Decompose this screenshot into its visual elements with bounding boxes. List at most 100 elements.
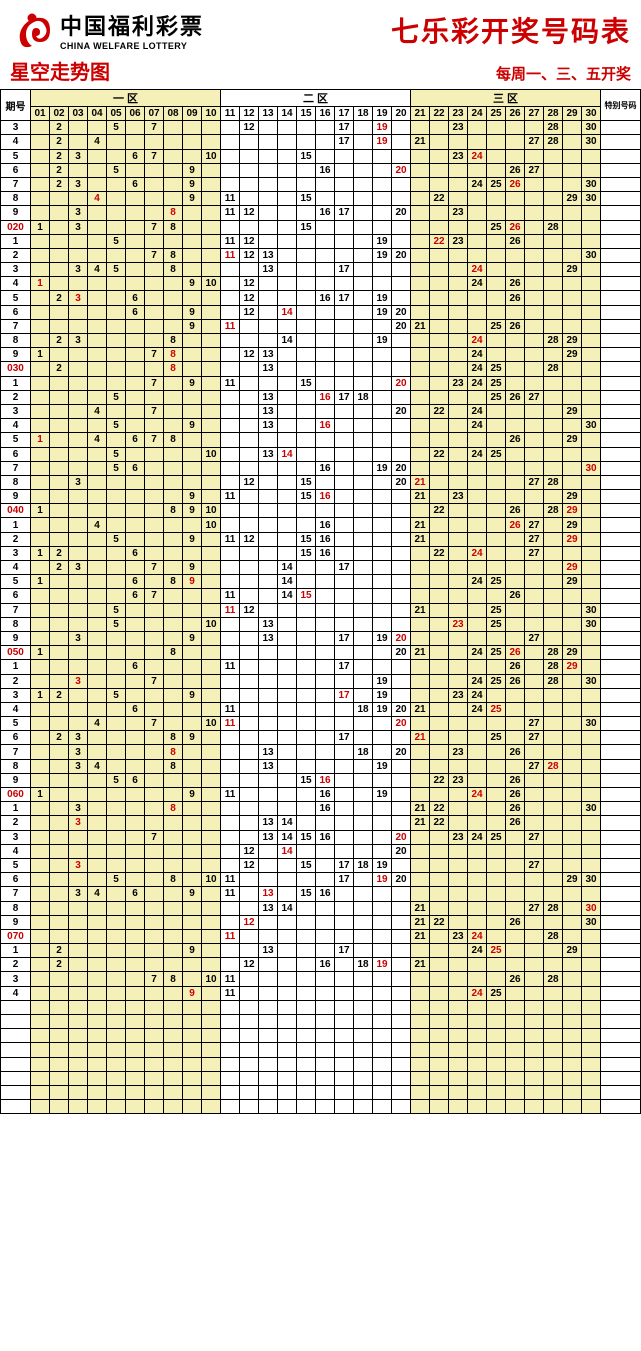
cell-21 bbox=[411, 788, 430, 802]
cell-12 bbox=[240, 788, 259, 802]
cell-4 bbox=[88, 1029, 107, 1043]
cell-6 bbox=[126, 1085, 145, 1099]
cell-17 bbox=[335, 419, 354, 433]
cell-23 bbox=[449, 177, 468, 191]
cell-12 bbox=[240, 334, 259, 348]
cell-8 bbox=[164, 277, 183, 291]
cell-26 bbox=[506, 929, 525, 943]
cell-6 bbox=[126, 234, 145, 248]
cell-1 bbox=[31, 958, 50, 972]
cell-18 bbox=[354, 404, 373, 418]
table-row: 2513161718252627 bbox=[1, 390, 641, 404]
cell-4 bbox=[88, 362, 107, 376]
cell-16: 16 bbox=[316, 291, 335, 305]
cell-9: 9 bbox=[183, 177, 202, 191]
cell-23 bbox=[449, 291, 468, 305]
period-cell: 3 bbox=[1, 263, 31, 277]
cell-30 bbox=[582, 929, 601, 943]
cell-13 bbox=[259, 972, 278, 986]
cell-16 bbox=[316, 688, 335, 702]
table-row: 8131421272830 bbox=[1, 901, 641, 915]
cell-21 bbox=[411, 234, 430, 248]
cell-13 bbox=[259, 858, 278, 872]
cell-9: 9 bbox=[183, 277, 202, 291]
cell-26 bbox=[506, 192, 525, 206]
period-cell bbox=[1, 1085, 31, 1099]
cell-30 bbox=[582, 305, 601, 319]
cell-23 bbox=[449, 901, 468, 915]
cell-27 bbox=[525, 490, 544, 504]
cell-23 bbox=[449, 390, 468, 404]
cell-1 bbox=[31, 1029, 50, 1043]
table-row: 65810111719202930 bbox=[1, 873, 641, 887]
cell-5 bbox=[107, 944, 126, 958]
cell-29: 29 bbox=[563, 348, 582, 362]
cell-11: 11 bbox=[221, 234, 240, 248]
cell-17 bbox=[335, 844, 354, 858]
cell-28 bbox=[544, 702, 563, 716]
cell-22 bbox=[430, 688, 449, 702]
cell-6 bbox=[126, 319, 145, 333]
cell-27 bbox=[525, 177, 544, 191]
cell-14 bbox=[278, 759, 297, 773]
cell-10 bbox=[202, 362, 221, 376]
cell-13 bbox=[259, 121, 278, 135]
cell-11 bbox=[221, 1057, 240, 1071]
cell-6 bbox=[126, 419, 145, 433]
cell-21 bbox=[411, 305, 430, 319]
cell-29: 29 bbox=[563, 192, 582, 206]
cell-29 bbox=[563, 631, 582, 645]
period-cell bbox=[1, 1015, 31, 1029]
cell-28 bbox=[544, 802, 563, 816]
cell-6: 6 bbox=[126, 887, 145, 901]
cell-6 bbox=[126, 802, 145, 816]
cell-1 bbox=[31, 631, 50, 645]
cell-24: 24 bbox=[468, 277, 487, 291]
cell-16 bbox=[316, 1029, 335, 1043]
cell-1 bbox=[31, 589, 50, 603]
period-cell: 3 bbox=[1, 688, 31, 702]
cell-14 bbox=[278, 277, 297, 291]
special-cell bbox=[601, 873, 641, 887]
col-18: 18 bbox=[354, 107, 373, 121]
cell-2 bbox=[50, 873, 69, 887]
cell-2: 2 bbox=[50, 149, 69, 163]
cell-14 bbox=[278, 603, 297, 617]
cell-9 bbox=[183, 915, 202, 929]
cell-10 bbox=[202, 291, 221, 305]
col-6: 06 bbox=[126, 107, 145, 121]
cell-2 bbox=[50, 858, 69, 872]
cell-27 bbox=[525, 887, 544, 901]
cell-20 bbox=[392, 490, 411, 504]
cell-4 bbox=[88, 773, 107, 787]
cell-20 bbox=[392, 192, 411, 206]
cell-12 bbox=[240, 802, 259, 816]
cell-24: 24 bbox=[468, 263, 487, 277]
cell-19: 19 bbox=[373, 873, 392, 887]
cell-23: 23 bbox=[449, 490, 468, 504]
cell-26: 26 bbox=[506, 433, 525, 447]
cell-20 bbox=[392, 1043, 411, 1057]
cell-18 bbox=[354, 674, 373, 688]
cell-4 bbox=[88, 944, 107, 958]
col-13: 13 bbox=[259, 107, 278, 121]
cell-15: 15 bbox=[297, 376, 316, 390]
table-row: 278111213192030 bbox=[1, 248, 641, 262]
cell-3 bbox=[69, 433, 88, 447]
cell-17 bbox=[335, 362, 354, 376]
cell-9 bbox=[183, 433, 202, 447]
cell-12: 12 bbox=[240, 475, 259, 489]
cell-4 bbox=[88, 1085, 107, 1099]
cell-5 bbox=[107, 1085, 126, 1099]
cell-22 bbox=[430, 362, 449, 376]
cell-15 bbox=[297, 745, 316, 759]
cell-28 bbox=[544, 617, 563, 631]
cell-5 bbox=[107, 1100, 126, 1114]
cell-13 bbox=[259, 717, 278, 731]
cell-29: 29 bbox=[563, 646, 582, 660]
cell-8: 8 bbox=[164, 972, 183, 986]
cell-6: 6 bbox=[126, 291, 145, 305]
table-row: 5236710152324 bbox=[1, 149, 641, 163]
cell-8 bbox=[164, 816, 183, 830]
period-cell bbox=[1, 1100, 31, 1114]
